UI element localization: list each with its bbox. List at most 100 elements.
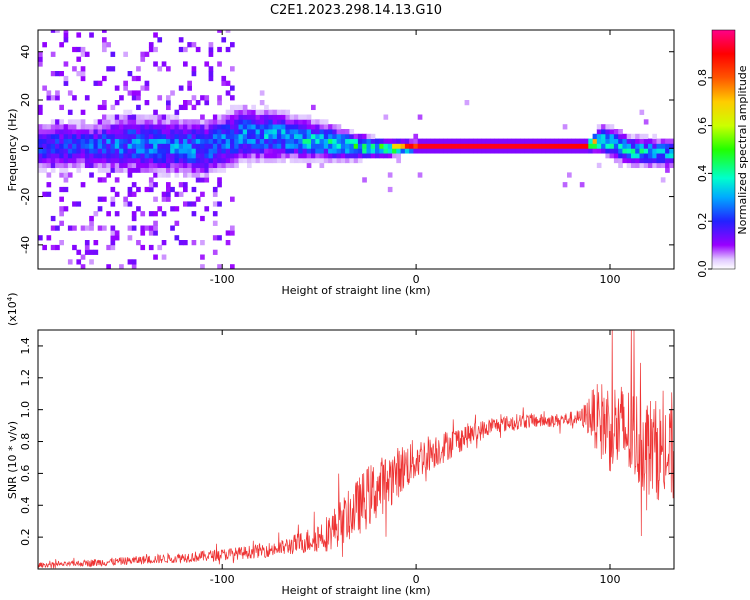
spectrogram-cell — [212, 220, 218, 226]
spectrogram-cell — [200, 114, 205, 120]
spectrogram-cell — [140, 211, 146, 217]
spectrogram-cell — [183, 61, 188, 67]
spectrogram-cell — [80, 225, 86, 231]
spectrogram-cell — [485, 143, 491, 149]
spectrogram-cell — [251, 148, 256, 154]
spectrogram-cell — [230, 104, 235, 111]
spectrogram-cell — [208, 71, 214, 77]
spectrogram-cell — [609, 148, 615, 154]
spectrogram-cell — [221, 129, 227, 135]
spectrogram-cell — [613, 153, 619, 159]
spectrogram-cell — [131, 95, 137, 101]
spectrogram-cell — [153, 61, 158, 67]
spectrogram-cell — [221, 119, 227, 125]
spectrogram-cell — [328, 157, 333, 164]
spectrogram-cell — [221, 37, 227, 43]
spectrogram-cell — [545, 148, 551, 154]
spectrogram-cell — [217, 177, 222, 183]
spectrogram-cell — [601, 143, 606, 149]
spectrogram-cell — [46, 153, 52, 159]
spectrogram-cell — [148, 119, 154, 125]
spectrogram-cell — [170, 143, 175, 149]
spectrogram-cell — [195, 138, 201, 144]
spectrogram-cell — [217, 46, 222, 53]
spectrogram-cell — [136, 167, 141, 173]
spectrogram-cell — [217, 201, 222, 207]
spectrogram-cell — [183, 124, 188, 130]
spectrogram-cell — [626, 153, 632, 159]
spectrogram-cell — [204, 153, 210, 159]
spectrogram-cell — [50, 162, 56, 169]
spectrogram-cell — [430, 138, 436, 144]
spectrogram-cell — [362, 148, 367, 154]
spectrogram-cell — [80, 51, 86, 57]
spectrogram-cell — [148, 167, 154, 173]
spectrogram-cell — [89, 124, 94, 130]
spectrogram-cell — [178, 240, 184, 246]
spectrogram-cell — [84, 240, 90, 246]
spectrogram-cell — [660, 157, 666, 164]
spectrogram-cell — [511, 143, 517, 149]
spectrogram-cell — [212, 129, 218, 135]
spectrogram-cell — [413, 143, 419, 149]
spectrogram-cell — [178, 162, 184, 169]
spectrogram-cell — [302, 138, 308, 144]
spectrogram-cell — [174, 119, 180, 125]
colorbar-tick-label: 0.2 — [696, 212, 709, 230]
spectrogram-cell — [264, 143, 269, 149]
spectrogram-cell — [221, 124, 227, 130]
spectrogram-cell — [50, 51, 56, 57]
spectrogram-cell — [601, 148, 606, 154]
spectrogram-cell — [63, 80, 69, 86]
spectrogram-cell — [191, 133, 197, 140]
spectrogram-cell — [127, 148, 133, 154]
spectrogram-cell — [42, 143, 47, 149]
spectrogram-cell — [375, 138, 380, 144]
spectrogram-cell — [153, 109, 158, 115]
spectrogram-cell — [42, 244, 47, 251]
spectrogram-cell — [97, 167, 103, 173]
spectrogram-cell — [511, 148, 517, 154]
spectrogram-cell — [166, 167, 171, 173]
spectrogram-cell — [63, 167, 69, 173]
spectrogram-cell — [596, 162, 602, 169]
spectrogram-cell — [63, 153, 69, 159]
spectrogram-cell — [195, 143, 201, 149]
spectrogram-cell — [272, 143, 278, 149]
spectrogram-cell — [89, 129, 94, 135]
spectrogram-cell — [230, 133, 235, 140]
spectrogram-cell — [170, 157, 175, 164]
spectrogram-cell — [417, 114, 423, 120]
spectrogram-cell — [251, 153, 256, 159]
spectrogram-cell — [340, 153, 346, 159]
spectrogram-cell — [498, 143, 504, 149]
spectrogram-cell — [336, 143, 342, 149]
spectrogram-cell — [187, 42, 192, 48]
spectrogram-cell — [349, 157, 355, 164]
spectrogram-cell — [93, 80, 99, 86]
spectrogram-cell — [38, 143, 43, 149]
spectrogram-cell — [255, 119, 261, 125]
spectrogram-cell — [515, 148, 521, 154]
spectrogram-cell — [268, 153, 274, 159]
spectrogram-cell — [272, 157, 278, 164]
spectrogram-cell — [259, 157, 265, 164]
spectrogram-cell — [157, 172, 163, 178]
spectrogram-cell — [157, 138, 163, 144]
spectrogram-cell — [110, 138, 116, 144]
spectrogram-cell — [648, 148, 653, 154]
spectrogram-cell — [191, 240, 197, 246]
spectrogram-cell — [38, 61, 43, 67]
spectrogram-cell — [114, 85, 120, 91]
spectrogram-cell — [153, 143, 158, 149]
spectrogram-cell — [212, 138, 218, 144]
spectrogram-cell — [571, 143, 576, 149]
spectrogram-cell — [144, 133, 150, 140]
spectrogram-cell — [353, 157, 359, 164]
spectrogram-cell — [613, 129, 619, 135]
spectrogram-cell — [119, 119, 124, 125]
spectrogram-cell — [178, 191, 184, 197]
spectrogram-cell — [166, 186, 171, 193]
spectrogram-cell — [136, 90, 141, 96]
spectrogram-cell — [345, 157, 350, 164]
